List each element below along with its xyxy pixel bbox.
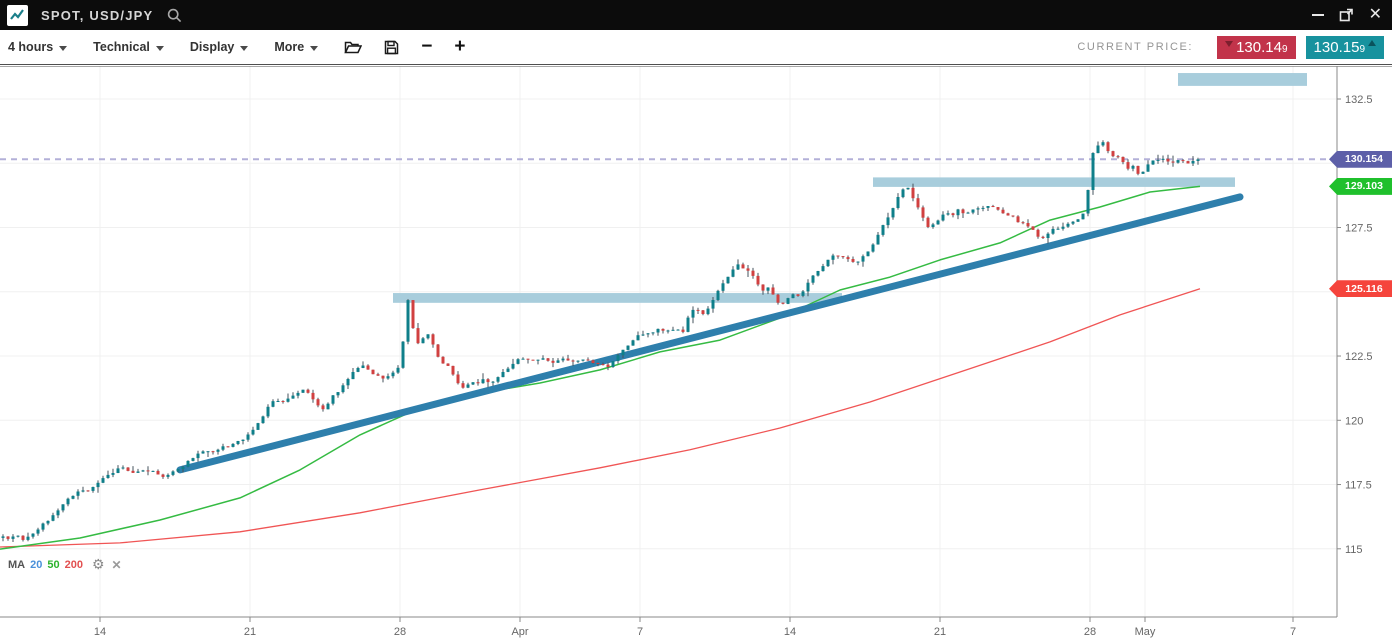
candlestick-chart[interactable]: 132.5 127.5 122.5 120 117.5 115 14 21 28 Apr 7 14 21…: [0, 66, 1392, 643]
technical-label: Technical: [93, 40, 150, 54]
arrow-down-icon: [1225, 41, 1234, 47]
technical-dropdown[interactable]: Technical: [93, 40, 164, 54]
ma-indicator-legend: MA 20 50 200 ⚙ ✕: [8, 556, 122, 573]
x-axis-label: Apr: [511, 626, 528, 638]
x-axis-label: 21: [934, 626, 946, 638]
y-axis-label: 132.5: [1345, 94, 1373, 106]
popout-icon[interactable]: [1339, 8, 1354, 22]
chevron-down-icon: [59, 45, 68, 51]
chart-line-glyph: [10, 8, 24, 20]
ask-pip-digit: 9: [1359, 43, 1365, 55]
remove-indicator-icon[interactable]: ✕: [111, 557, 122, 572]
chart-area[interactable]: 132.5 127.5 122.5 120 117.5 115 14 21 28 Apr 7 14 21…: [0, 66, 1392, 643]
search-icon[interactable]: [167, 8, 182, 23]
x-axis-label: 21: [244, 626, 256, 638]
ma200-price-label: 125.116: [1329, 280, 1392, 298]
x-axis-label: 7: [637, 626, 643, 638]
ma20-period: 20: [30, 558, 43, 571]
save-icon[interactable]: [384, 40, 399, 55]
trendline[interactable]: [176, 193, 1244, 474]
display-label: Display: [189, 40, 235, 54]
close-icon[interactable]: ✕: [1368, 6, 1382, 23]
x-axis-label: 28: [394, 626, 406, 638]
current-price-label: CURRENT PRICE:: [1077, 41, 1194, 53]
ma200-line: [0, 288, 1201, 548]
more-dropdown[interactable]: More: [274, 40, 319, 54]
ma50-period: 50: [47, 558, 60, 571]
zoom-out-button[interactable]: −: [421, 36, 433, 57]
moving-averages: [0, 185, 1201, 550]
open-folder-icon[interactable]: [344, 40, 363, 55]
bid-price-button[interactable]: 130.14 9: [1217, 35, 1296, 59]
app-logo-icon: [7, 4, 28, 26]
chevron-down-icon: [240, 45, 249, 51]
chart-toolbar: 4 hours Technical Display More − + CURRE…: [0, 30, 1392, 65]
last-price-label: 130.154: [1329, 150, 1392, 168]
timeframe-dropdown[interactable]: 4 hours: [8, 40, 68, 54]
y-axis-label: 122.5: [1345, 351, 1373, 363]
arrow-up-icon: [1368, 40, 1376, 46]
chevron-down-icon: [310, 45, 319, 51]
display-dropdown[interactable]: Display: [189, 40, 249, 54]
ma-legend-title: MA: [8, 558, 26, 571]
candlesticks[interactable]: [1, 140, 1200, 542]
y-axis-label: 120: [1345, 415, 1363, 427]
x-axis-label: 28: [1084, 626, 1096, 638]
ask-value: 130.15: [1313, 38, 1360, 56]
ma200-period: 200: [64, 558, 83, 571]
y-axis-label: 127.5: [1345, 223, 1373, 235]
axes: 132.5 127.5 122.5 120 117.5 115 14 21 28 Apr 7 14 21…: [0, 66, 1392, 638]
bid-value: 130.14: [1236, 38, 1282, 56]
ma50-line: [0, 185, 1201, 550]
more-label: More: [274, 40, 305, 54]
chevron-down-icon: [155, 45, 164, 51]
gear-icon[interactable]: ⚙: [91, 556, 105, 572]
title-bar: SPOT, USD/JPY ✕: [0, 0, 1392, 30]
bid-pip-digit: 9: [1281, 43, 1288, 55]
y-axis-label: 115: [1345, 544, 1363, 556]
x-axis-label: 14: [94, 626, 106, 638]
resistance-zones: [393, 73, 1307, 303]
y-axis-label: 117.5: [1345, 480, 1372, 492]
minimize-icon[interactable]: [1311, 14, 1324, 16]
x-axis-label: 7: [1290, 626, 1296, 638]
ask-price-button[interactable]: 130.15 9: [1305, 35, 1384, 59]
x-axis-label: May: [1135, 626, 1156, 638]
window-title: SPOT, USD/JPY: [41, 7, 154, 23]
ma50-price-label: 129.103: [1329, 177, 1392, 195]
x-axis-label: 14: [784, 626, 796, 638]
zoom-in-button[interactable]: +: [454, 36, 466, 57]
timeframe-label: 4 hours: [8, 40, 54, 54]
